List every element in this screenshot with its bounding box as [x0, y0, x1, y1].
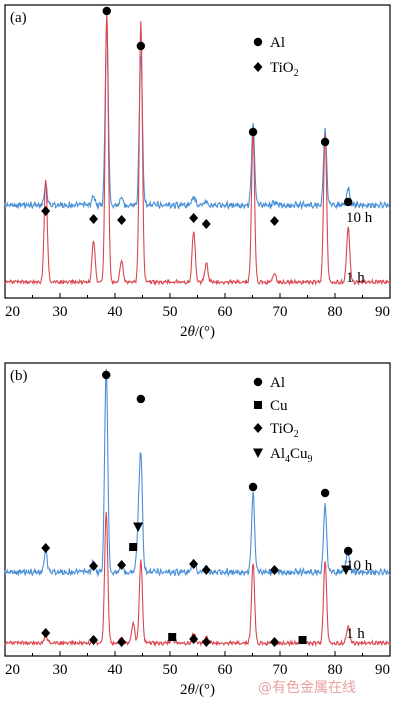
peak-marker-tio2	[189, 634, 199, 644]
peak-marker-tio2	[270, 565, 279, 575]
peak-marker-al4cu9	[133, 522, 144, 532]
x-tick-label: 60	[218, 304, 233, 320]
panel-label: (b)	[10, 368, 28, 384]
legend-label: Al	[270, 375, 285, 391]
peak-marker-tio2	[189, 213, 199, 223]
x-tick-label: 30	[53, 304, 68, 320]
peak-marker-al	[320, 137, 330, 147]
peak-marker-tio2	[201, 219, 211, 229]
series-line-1h	[4, 511, 391, 647]
x-tick-label: 20	[5, 662, 20, 678]
x-tick-label: 50	[163, 662, 178, 678]
legend-marker-cu	[254, 401, 262, 409]
peak-marker-al	[102, 6, 111, 16]
x-tick-label: 80	[328, 304, 343, 320]
legend-label: Cu	[270, 398, 288, 414]
x-tick-label: 80	[328, 662, 343, 678]
peak-marker-al	[136, 394, 146, 404]
peak-marker-al	[344, 546, 353, 556]
peak-marker-tio2	[189, 559, 199, 569]
peak-marker-tio2	[117, 560, 127, 570]
series-label: 1 h	[346, 626, 365, 642]
peak-marker-al	[248, 482, 258, 492]
legend-marker-al4cu9	[253, 448, 263, 458]
x-axis-label: 2θ/(°)	[180, 682, 215, 698]
x-tick-label: 70	[273, 304, 288, 320]
legend-marker-al	[253, 37, 263, 47]
x-tick-label: 60	[218, 662, 233, 678]
series-line-1h	[4, 12, 391, 286]
legend-marker-al	[253, 377, 263, 387]
peak-marker-tio2	[117, 637, 127, 647]
series-label: 10 h	[346, 210, 373, 226]
peak-marker-tio2	[270, 216, 279, 226]
peak-marker-tio2	[41, 543, 51, 553]
peak-marker-tio2	[89, 214, 99, 224]
x-tick-label: 30	[53, 662, 68, 678]
peak-marker-tio2	[270, 637, 279, 647]
x-axis-label: 2θ/(°)	[180, 324, 215, 340]
legend-marker-tio2	[253, 62, 263, 72]
peak-marker-cu	[129, 543, 138, 551]
peak-marker-al	[248, 127, 258, 137]
x-tick-label: 20	[5, 304, 20, 320]
panel-b: (b) 10 h 1 h Al Cu TiO2 Al4Cu9 20 30 40 50 60 70 80 90…	[4, 362, 391, 698]
peak-marker-al	[102, 370, 111, 380]
x-tick-label: 40	[108, 304, 123, 320]
peak-marker-al	[344, 197, 353, 207]
legend-label: TiO2	[270, 60, 299, 79]
x-tick-label: 40	[108, 662, 123, 678]
plot-frame	[4, 4, 391, 299]
peak-marker-al	[320, 488, 330, 498]
x-tick-label: 50	[163, 304, 178, 320]
legend-label: TiO2	[270, 421, 299, 440]
peak-marker-al	[136, 41, 146, 51]
peak-marker-tio2	[41, 206, 51, 216]
peak-marker-tio2	[201, 565, 211, 575]
legend-marker-tio2	[253, 423, 263, 433]
peak-marker-cu	[298, 636, 307, 644]
series-label: 10 h	[346, 558, 373, 574]
legend-label: Al	[270, 35, 285, 51]
panel-a: (a) 10 h 1 h Al TiO2 20 30 40 50 60 70 80 90 2θ/(°)	[4, 4, 391, 340]
peak-marker-tio2	[41, 628, 51, 638]
x-tick-label: 90	[375, 662, 390, 678]
legend-label: Al4Cu9	[270, 446, 313, 465]
peak-marker-tio2	[89, 635, 99, 645]
series-label: 1 h	[346, 270, 365, 286]
peak-marker-tio2	[89, 561, 99, 571]
peak-marker-al4cu9	[341, 565, 351, 575]
series-line-10h	[4, 368, 391, 578]
series-line-10h	[4, 23, 391, 211]
x-tick-label: 90	[375, 304, 390, 320]
watermark: @有色金属在线	[258, 679, 356, 696]
peak-marker-tio2	[117, 215, 127, 225]
panel-label: (a)	[10, 10, 27, 26]
peak-marker-tio2	[201, 637, 211, 647]
peak-marker-cu	[168, 633, 177, 641]
x-tick-label: 70	[273, 662, 288, 678]
plot-frame	[4, 362, 391, 657]
